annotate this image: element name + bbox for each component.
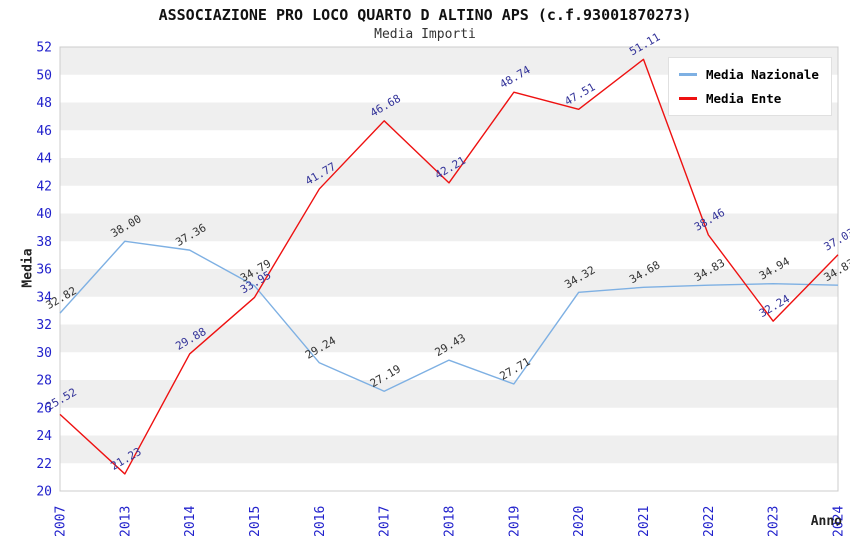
y-tick-label: 26 xyxy=(36,401,52,416)
y-tick-label: 40 xyxy=(36,207,52,222)
chart-title: ASSOCIAZIONE PRO LOCO QUARTO D ALTINO AP… xyxy=(158,6,692,24)
legend-label: Media Nazionale xyxy=(706,67,819,82)
y-tick-label: 24 xyxy=(36,429,52,444)
plot-band xyxy=(60,213,838,242)
legend: Media Nazionale Media Ente xyxy=(668,57,832,116)
x-tick-label: 2007 xyxy=(54,506,69,537)
legend-entry-media-ente: Media Ente xyxy=(679,91,819,106)
x-tick-label: 2021 xyxy=(637,506,652,537)
y-tick-label: 48 xyxy=(36,96,52,111)
x-tick-label: 2022 xyxy=(702,506,717,537)
x-tick-label: 2014 xyxy=(183,506,198,537)
y-tick-label: 32 xyxy=(36,318,52,333)
series-line-media-ente xyxy=(59,58,839,475)
x-axis-label: Anno xyxy=(810,514,842,529)
plot-band xyxy=(60,324,838,353)
x-tick-label: 2017 xyxy=(378,506,393,537)
x-tick-label: 2013 xyxy=(118,506,133,537)
chart-subtitle: Media Importi xyxy=(374,27,476,42)
y-tick-label: 36 xyxy=(36,263,52,278)
y-tick-label: 46 xyxy=(36,124,52,139)
y-axis-label: Media xyxy=(20,248,36,288)
y-tick-label: 34 xyxy=(36,290,52,305)
x-tick-label: 2018 xyxy=(443,506,458,537)
x-tick-label: 2015 xyxy=(248,506,263,537)
y-tick-label: 44 xyxy=(36,152,52,167)
plot-border xyxy=(59,46,839,492)
data-label: 27.71 xyxy=(497,355,532,383)
y-tick-label: 22 xyxy=(36,457,52,472)
legend-swatch-icon xyxy=(679,97,697,100)
x-tick-label: 2019 xyxy=(507,506,522,537)
legend-entry-media-nazionale: Media Nazionale xyxy=(679,67,819,82)
plot-band xyxy=(60,380,838,408)
y-tick-label: 30 xyxy=(36,346,52,361)
y-tick-label: 50 xyxy=(36,68,52,83)
x-tick-label: 2023 xyxy=(767,506,782,537)
plot-band xyxy=(60,158,838,186)
x-tick-label: 2016 xyxy=(313,506,328,537)
legend-label: Media Ente xyxy=(706,91,782,106)
y-tick-label: 28 xyxy=(36,374,52,389)
y-tick-label: 52 xyxy=(36,41,52,56)
series-line-media-nazionale xyxy=(59,240,839,392)
legend-swatch-icon xyxy=(679,73,697,76)
y-tick-label: 42 xyxy=(36,179,52,194)
y-tick-label: 20 xyxy=(36,485,52,500)
y-tick-label: 38 xyxy=(36,235,52,250)
plot-band xyxy=(60,269,838,297)
x-tick-label: 2020 xyxy=(572,506,587,537)
x-tick-label: 2024 xyxy=(832,506,847,537)
plot-band xyxy=(60,435,838,464)
